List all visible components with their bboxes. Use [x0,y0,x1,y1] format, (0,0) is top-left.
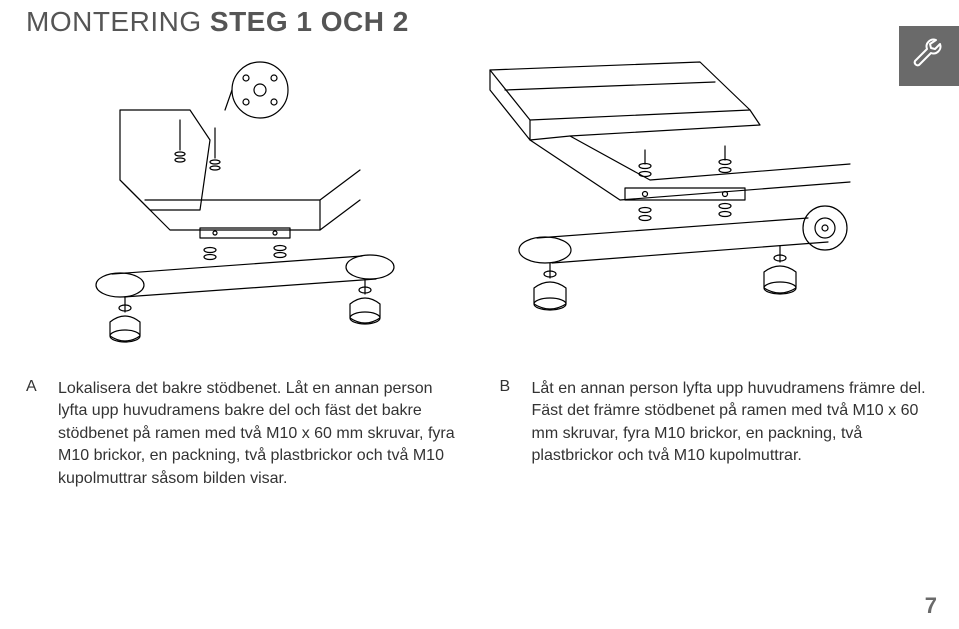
column-b: B Låt en annan person lyfta upp huvudram… [500,378,934,490]
column-b-body: Låt en annan person lyfta upp huvudramen… [532,378,934,490]
column-a-label: A [26,378,44,490]
page-title: MONTERING STEG 1 OCH 2 [26,6,409,38]
column-a: A Lokalisera det bakre stödbenet. Låt en… [26,378,460,490]
title-light: MONTERING [26,6,210,37]
page-number: 7 [925,593,937,619]
assembly-diagram [60,50,880,360]
title-bold: STEG 1 OCH 2 [210,6,409,37]
column-b-label: B [500,378,518,490]
instruction-columns: A Lokalisera det bakre stödbenet. Låt en… [26,378,933,490]
column-a-body: Lokalisera det bakre stödbenet. Låt en a… [58,378,460,490]
tools-tab [899,26,959,86]
wrench-icon [909,34,949,79]
